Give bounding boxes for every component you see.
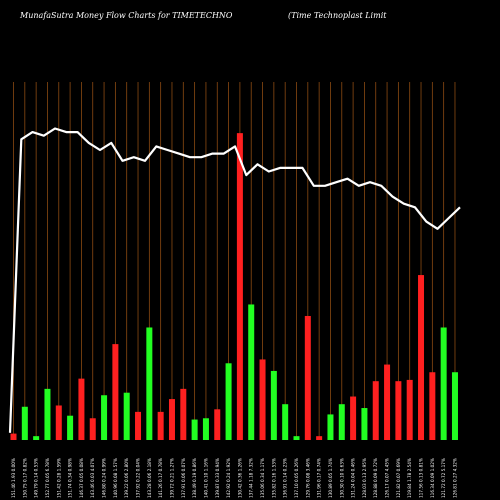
bar-down (157, 411, 164, 440)
bar-down (214, 409, 221, 440)
x-tick-label: 116.34 0.09 1.02% (430, 458, 435, 498)
bar-down (304, 315, 311, 440)
x-tick-label: 151.42 0.28 1.59% (56, 458, 61, 498)
price-line (8, 127, 461, 433)
bar-up (33, 436, 40, 440)
chart-title-right: (Time Technoplast Limit (288, 11, 387, 20)
bar-down (316, 436, 323, 440)
x-tick-label: 131.24 0.04 0.46% (351, 458, 356, 498)
bar-down (10, 433, 17, 440)
x-tick-label: 137.91 0.06 0.07% (181, 458, 186, 498)
x-tick-label: 128.03 0.13 2.95% (362, 458, 367, 498)
bar-down (259, 359, 266, 440)
x-tick-label: 149.79 0.14 0.53% (34, 458, 39, 498)
bar-up (191, 419, 198, 440)
bar-down (180, 388, 187, 440)
x-tick-label: 146.37 0.05 0.08% (79, 458, 84, 498)
x-tick-label: 140.41 0.10 1.16% (203, 458, 208, 498)
x-tick-label: 117.56 0.13 0.81% (419, 458, 424, 498)
x-tick-label: 129.76 0.08 3.46% (305, 458, 310, 498)
x-tick-label: 138.49 0.19 0.86% (192, 458, 197, 498)
bar-down (236, 133, 243, 440)
x-tick-label: 121.82 0.07 0.69% (396, 458, 401, 498)
bar-up (123, 392, 130, 440)
bar-down (89, 418, 96, 440)
x-tick-label: 130.30 0.10 0.63% (339, 458, 344, 498)
x-tick-label: 137.44 1.18 7.32% (249, 458, 254, 498)
chart-title-left: MunafaSutra Money Flow Charts for TIMETE… (19, 11, 233, 20)
bar-up (248, 304, 255, 440)
x-tick-label: 130.89 0.05 1.74% (328, 458, 333, 498)
x-tick-label: 151.74 0.34 0.98% (68, 458, 73, 498)
bar-down (395, 381, 402, 440)
x-tick-label: 146.80 0.24 0.99% (102, 458, 107, 498)
x-tick-label: 137.92 0.22 0.04% (136, 458, 141, 498)
bar-down (55, 405, 62, 440)
bar-up (21, 406, 28, 440)
x-tick-label: 139.72 0.21 1.27% (169, 458, 174, 498)
money-flow-bars (10, 133, 458, 440)
bar-up (270, 370, 277, 440)
bar-down (168, 399, 175, 440)
bar-up (451, 372, 458, 440)
bar-down (350, 396, 357, 440)
x-tick-label: 139.87 0.33 0.94% (215, 458, 220, 498)
bar-down (384, 364, 391, 440)
bar-up (293, 436, 300, 440)
bar-up (146, 327, 153, 440)
x-tick-label: 143.28 0.06 2.18% (147, 458, 152, 498)
bar-up (282, 404, 289, 440)
bar-down (78, 378, 85, 440)
bar-down (135, 411, 142, 440)
x-axis-tick-labels: 151.40 1.93 0.00% 150.75 0.17 0.82% 149.79… (11, 458, 457, 498)
x-tick-label: 121.72 0.72 5.17% (441, 458, 446, 498)
bar-up (361, 408, 368, 440)
bar-up (101, 395, 108, 440)
bar-up (202, 418, 209, 440)
x-tick-label: 135.06 0.34 1.17% (260, 458, 265, 498)
x-tick-label: 128.88 0.09 0.72% (373, 458, 378, 498)
bar-up (67, 415, 74, 440)
bar-down (406, 379, 413, 440)
x-tick-label: 143.46 0.03 4.07% (90, 458, 95, 498)
x-tick-label: 119.84 1.78 2.54% (407, 458, 412, 498)
x-tick-label: 142.92 0.24 1.92% (226, 458, 231, 498)
bar-down (418, 275, 425, 440)
x-tick-label: 137.10 0.05 0.26% (294, 458, 299, 498)
x-tick-label: 126.81 0.27 4.32% (452, 458, 457, 498)
x-tick-label: 141.26 0.17 0.78% (158, 458, 163, 498)
bar-up (338, 404, 345, 440)
x-tick-label: 140.96 0.08 1.57% (113, 458, 118, 498)
x-tick-label: 136.91 0.14 0.23% (283, 458, 288, 498)
bar-up (440, 327, 447, 440)
bar-down (429, 372, 436, 440)
bar-up (327, 414, 334, 440)
bar-down (372, 381, 379, 440)
bar-up (44, 388, 51, 440)
x-tick-label: 152.77 0.05 6.78% (45, 458, 50, 498)
bar-down (112, 344, 119, 440)
x-tick-label: 131.96 0.17 0.74% (317, 458, 322, 498)
x-tick-label: 126.17 0.07 4.45% (385, 458, 390, 498)
x-tick-label: 139.22 0.06 2.80% (124, 458, 129, 498)
x-tick-label: 130.42 0.36 1.26% (237, 458, 242, 498)
x-tick-label: 151.40 1.93 0.00% (11, 458, 16, 498)
bar-up (225, 363, 232, 440)
x-tick-label: 135.82 0.16 1.53% (271, 458, 276, 498)
x-tick-label: 150.75 0.17 0.82% (22, 458, 27, 498)
